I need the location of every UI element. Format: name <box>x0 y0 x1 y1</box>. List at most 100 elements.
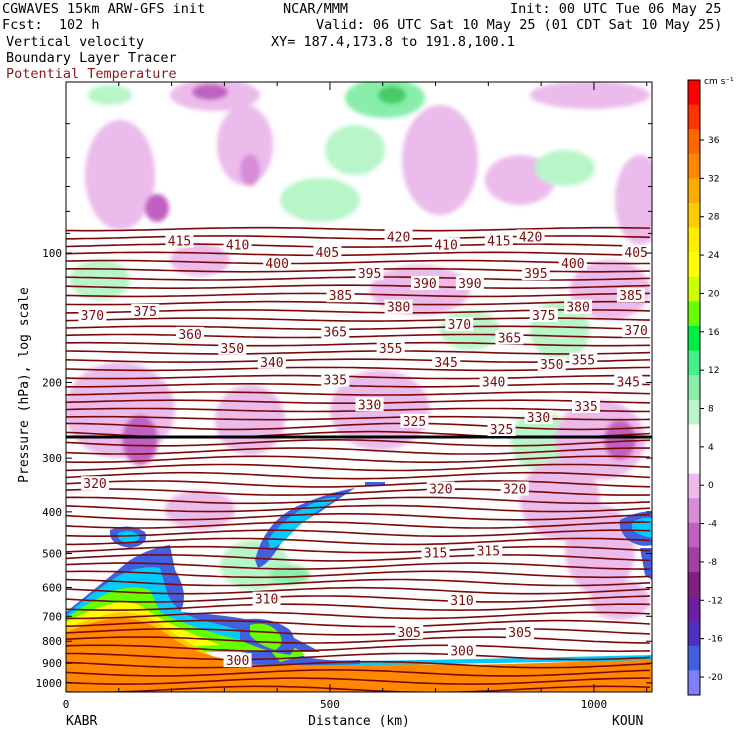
potential-temperature-contours <box>66 226 651 692</box>
plot-frame <box>65 81 653 693</box>
theta-contour <box>66 537 651 546</box>
theta-contour <box>66 333 650 339</box>
theta-contour <box>66 251 651 257</box>
theta-contour <box>66 284 651 289</box>
theta-label: 410 <box>434 238 457 253</box>
theta-label-bg <box>78 307 107 322</box>
theta-label: 385 <box>619 289 642 304</box>
theta-contour <box>66 521 651 529</box>
theta-label-bg <box>432 237 461 252</box>
y-tick-label: 700 <box>42 610 62 623</box>
colorbar-tick-label: 20 <box>708 289 720 299</box>
theta-label-bg <box>395 624 424 639</box>
theta-label: 340 <box>260 356 283 371</box>
theta-label-bg <box>564 299 593 314</box>
valid-time: Valid: 06 UTC Sat 10 May 25 (01 CDT Sat … <box>316 17 723 33</box>
theta-contour <box>66 685 651 692</box>
theta-contour <box>66 586 651 595</box>
colorbar-swatch <box>688 203 700 229</box>
colorbar-tick-label: 28 <box>708 213 720 223</box>
theta-label-bg <box>516 229 545 244</box>
theta-label-bg <box>569 352 598 367</box>
colorbar-swatch <box>688 645 700 671</box>
theta-label: 370 <box>448 318 471 333</box>
theta-label: 405 <box>624 246 647 261</box>
theta-contour <box>66 415 651 421</box>
theta-contour <box>66 235 651 240</box>
theta-label-bg <box>474 543 503 558</box>
theta-label-bg <box>313 245 342 260</box>
theta-contour <box>66 578 651 587</box>
theta-label: 395 <box>358 267 381 282</box>
theta-label: 415 <box>487 235 510 250</box>
theta-label: 385 <box>329 289 352 304</box>
theta-label-bg <box>572 398 601 413</box>
colorbar-tick-label: 24 <box>708 251 720 261</box>
theta-label: 400 <box>265 257 288 272</box>
colorbar-swatch <box>688 449 700 475</box>
colorbar-tick-label: 32 <box>708 174 719 184</box>
theta-contour <box>66 300 651 306</box>
theta-label-bg <box>252 591 281 606</box>
colorbar-tick-label: -16 <box>708 635 723 645</box>
colorbar-swatch <box>688 80 700 106</box>
theta-label-bg <box>521 266 550 281</box>
theta-label-bg <box>81 476 110 491</box>
x-tick-label: 1000 <box>581 698 608 711</box>
y-tick-label: 300 <box>42 452 62 465</box>
theta-label: 355 <box>379 342 402 357</box>
theta-contour <box>66 619 651 628</box>
left-endpoint-label: KABR <box>66 714 97 729</box>
theta-label: 325 <box>490 423 513 438</box>
theta-contour <box>66 447 651 455</box>
y-tick-label: 100 <box>42 247 62 260</box>
theta-contour <box>66 504 651 513</box>
theta-label: 355 <box>572 354 595 369</box>
colorbar-swatch <box>688 621 700 647</box>
colorbar-frame <box>687 79 701 696</box>
colorbar-swatch <box>688 153 700 179</box>
theta-label-bg <box>495 330 524 345</box>
colorbar-tick-label: 4 <box>708 443 714 453</box>
theta-label: 300 <box>450 644 473 659</box>
forecast-hour: Fcst: 102 h <box>2 17 100 33</box>
colorbar-swatch <box>688 473 700 499</box>
theta-contour <box>66 455 651 464</box>
theta-label: 365 <box>498 331 521 346</box>
theta-label-bg <box>223 653 252 668</box>
theta-contour <box>66 488 651 496</box>
theta-label-bg <box>384 299 413 314</box>
colorbar-swatch <box>688 375 700 401</box>
theta-label: 315 <box>477 545 500 560</box>
colorbar-swatch <box>688 547 700 573</box>
colorbar-tick-label: -20 <box>708 673 723 683</box>
theta-label: 330 <box>358 398 381 413</box>
theta-label-bg <box>326 288 355 303</box>
colorbar-swatch <box>688 522 700 548</box>
y-tick-label: 900 <box>42 657 62 670</box>
theta-label: 325 <box>403 415 426 430</box>
vertical-velocity-field <box>66 82 652 692</box>
theta-label: 340 <box>482 375 505 390</box>
theta-label-bg <box>524 410 553 425</box>
theta-label-bg <box>500 481 529 496</box>
theta-contour <box>66 677 650 685</box>
theta-label-bg <box>321 372 350 387</box>
theta-label-bg <box>218 340 247 355</box>
theta-label: 315 <box>424 546 447 561</box>
theta-contour <box>66 529 651 537</box>
theta-contour <box>66 391 651 396</box>
theta-contour <box>66 628 651 636</box>
theta-label: 380 <box>566 301 589 316</box>
theta-label: 370 <box>81 309 104 324</box>
theta-label: 395 <box>524 267 547 282</box>
colorbar-swatch <box>688 104 700 130</box>
theta-label: 375 <box>133 305 156 320</box>
colorbar-swatch <box>688 178 700 204</box>
theta-label-bg <box>487 421 516 436</box>
theta-label-bg <box>529 307 558 322</box>
theta-contour <box>66 422 651 431</box>
colorbar-swatch <box>688 572 700 598</box>
theta-contour <box>66 545 651 554</box>
